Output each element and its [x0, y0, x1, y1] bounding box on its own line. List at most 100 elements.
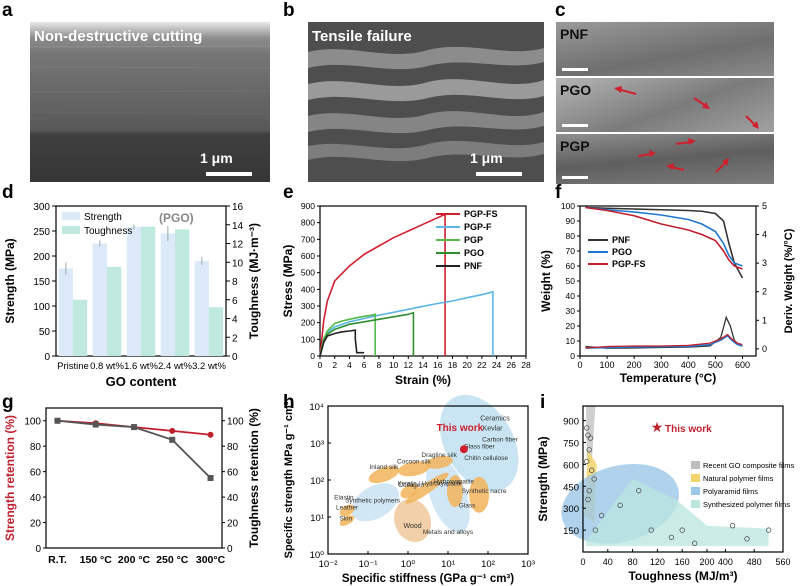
- panel-label-h: h: [283, 392, 295, 413]
- x-tick-label: 200 °C: [118, 554, 151, 566]
- y-tick-label: 0: [310, 351, 315, 361]
- x-tick-label: 10⁻¹: [359, 559, 378, 570]
- y-tick-label: 80: [30, 442, 42, 453]
- legend-swatch: [691, 500, 700, 508]
- data-point: [586, 487, 592, 494]
- panel-label-b: b: [283, 0, 295, 21]
- retention-point: [92, 421, 99, 428]
- region-dragline-silk: [425, 455, 453, 469]
- y-tick-label: 900: [301, 201, 315, 211]
- scale-bar: [206, 172, 252, 176]
- strength-bar: [92, 243, 107, 356]
- region-label: Wood: [403, 523, 421, 530]
- y-tick-label: 150: [563, 526, 579, 537]
- data-point: [679, 527, 685, 533]
- y-tick-label: 50: [39, 327, 51, 338]
- y-right-tick-label: 80: [227, 442, 239, 453]
- this-work-marker: [459, 445, 468, 454]
- y-right-tick-label: 14: [232, 221, 244, 232]
- region-label: Inland silk: [369, 464, 399, 471]
- y-tick-label: 40: [30, 493, 42, 504]
- y-right-tick-label: 6: [232, 296, 238, 307]
- region-label: Cocoon silk: [397, 458, 431, 465]
- x-tick-label: 120: [650, 557, 665, 567]
- weight-curve-pgp-fs: [585, 206, 743, 270]
- x-tick-label: 4: [347, 360, 352, 370]
- x-tick-label: 18: [448, 360, 458, 370]
- y-right-tick-label: 20: [227, 519, 239, 530]
- x-tick-label: 3.2 wt%: [192, 361, 226, 372]
- y-tick-label: 0: [35, 544, 41, 555]
- y-tick-label: 10⁰: [310, 550, 325, 561]
- region-label: Kevlar: [483, 425, 504, 432]
- strength-bar: [126, 227, 141, 356]
- y-right-tick-label: 60: [227, 468, 239, 479]
- y-tick-label: 200: [33, 252, 50, 263]
- region-synthetic-nacre: [469, 476, 490, 513]
- this-work-label: This work: [437, 423, 484, 434]
- y-tick-label: 10³: [310, 439, 324, 450]
- x-tick-label: 28: [521, 360, 531, 370]
- region-keratin: [405, 472, 449, 504]
- chart-i-comparison: 150 300 450 600 750 900 0 40 80 120 160 200 400 480 56…: [536, 405, 795, 583]
- toughness-bar: [141, 226, 156, 356]
- x-tick-label: 0.8 wt%: [90, 361, 124, 372]
- strength-bar: [58, 268, 73, 356]
- sem-label: PGP: [560, 138, 590, 154]
- x-tick-label: 1.6 wt%: [124, 361, 158, 372]
- region-leather: [339, 504, 355, 517]
- sem-image-cross-section: Non-destructive cutting 1 μm: [30, 22, 270, 182]
- region-label: Skin: [340, 516, 353, 523]
- sem-caption: Non-destructive cutting: [34, 28, 203, 45]
- panel-label-d: d: [2, 182, 14, 203]
- region-label: Collagen: [398, 482, 424, 489]
- legend-label: PGO: [464, 248, 484, 258]
- y-tick-label: 30: [566, 306, 576, 316]
- y-tick-label: 100: [33, 302, 50, 313]
- y-right-tick-label: 4: [762, 230, 767, 240]
- legend-label: Toughness: [84, 226, 132, 237]
- legend-label: PNF: [464, 261, 483, 271]
- x-tick-label: 22: [477, 360, 487, 370]
- y-right-tick-label: 0: [227, 544, 233, 555]
- y-tick-label: 10: [566, 336, 576, 346]
- data-point: [691, 540, 698, 546]
- legend-label: Strength: [84, 212, 122, 223]
- plot-frame: [579, 205, 757, 357]
- y-tick-label: 20: [566, 321, 576, 331]
- y-right-tick-label: 12: [232, 240, 244, 251]
- y-tick-label: 800: [301, 218, 315, 228]
- y-right-tick-label: 0: [232, 352, 238, 363]
- region-go-composite: [586, 406, 596, 465]
- red-arrows: [614, 86, 759, 129]
- x-tick-label: 100: [600, 360, 615, 370]
- y-tick-label: 0: [44, 352, 50, 363]
- x-tick-label: 200: [627, 360, 642, 370]
- x-tick-label: 8: [376, 360, 381, 370]
- x-tick-label: 400: [681, 360, 696, 370]
- y-tick-label: 250: [33, 227, 50, 238]
- data-point: [591, 476, 597, 482]
- retention-point: [169, 427, 176, 434]
- scale-bar-label: 1 μm: [200, 150, 233, 166]
- y-right-tick-label: 16: [232, 202, 244, 213]
- y-tick-label: 10¹: [310, 513, 324, 524]
- x-tick-label: 2: [332, 360, 337, 370]
- y-tick-label: 300: [563, 504, 579, 515]
- sem-image-tensile: Tensile failure 1 μm: [308, 22, 544, 182]
- y-axis-label: Strength retention (%): [3, 415, 17, 541]
- region-label: Keratin / Hydroxyapatite: [398, 482, 463, 488]
- data-point: [584, 425, 590, 431]
- y-tick-label: 80: [566, 231, 576, 241]
- y-right-tick-label: 2: [762, 287, 767, 297]
- x-tick-label: 24: [492, 360, 502, 370]
- x-tick-label: 150 °C: [80, 554, 113, 566]
- scale-bar: [562, 68, 588, 71]
- region-skin: [339, 515, 355, 526]
- legend-label: Synthesized polymer films: [703, 500, 790, 509]
- y-right-axis-label: Toughness (MJ·m⁻³): [247, 223, 261, 339]
- x-axis-label: Specific stiffness (GPa g⁻¹ cm³): [342, 573, 514, 585]
- data-point: [648, 527, 654, 533]
- y-tick-label: 400: [301, 284, 315, 294]
- legend-label: PGP: [464, 235, 483, 245]
